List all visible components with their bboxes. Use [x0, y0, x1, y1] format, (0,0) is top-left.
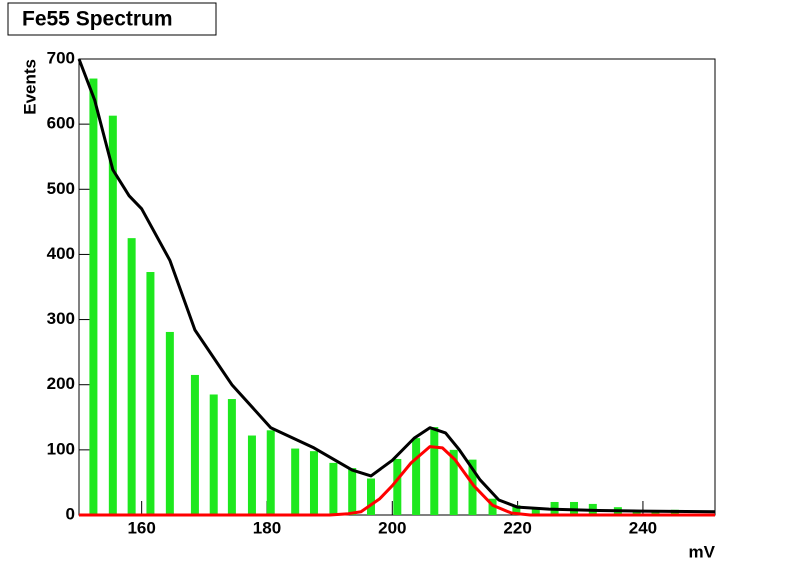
x-axis-label: mV	[689, 542, 716, 561]
bar	[430, 427, 439, 515]
bar	[108, 115, 117, 515]
bar	[127, 238, 136, 515]
fit-curve	[77, 58, 716, 514]
chart-title: Fe55 Spectrum	[22, 8, 173, 31]
x-tick-label: 160	[127, 518, 155, 537]
y-tick-label: 400	[47, 244, 75, 263]
title-box	[7, 2, 217, 36]
bar	[291, 448, 300, 515]
bar	[468, 459, 477, 515]
y-tick-label: 700	[47, 48, 75, 67]
y-tick-label: 0	[66, 504, 75, 523]
x-tick-label: 180	[253, 518, 281, 537]
bar	[632, 510, 641, 515]
bar	[146, 272, 155, 515]
bar	[449, 449, 458, 515]
bar	[412, 438, 421, 515]
bar	[512, 505, 521, 515]
plot-frame	[78, 58, 716, 516]
bar	[329, 462, 338, 515]
y-tick-label: 500	[47, 179, 75, 198]
bar	[190, 374, 199, 515]
bar	[247, 435, 256, 515]
bar	[165, 331, 174, 515]
bar	[366, 478, 375, 515]
x-tick-label: 200	[378, 518, 406, 537]
bar	[266, 430, 275, 515]
x-tick-label: 220	[503, 518, 531, 537]
bar	[89, 78, 98, 516]
bar	[531, 507, 540, 515]
bar	[348, 468, 357, 515]
y-tick-label: 100	[47, 439, 75, 458]
bar	[393, 458, 402, 515]
bar	[227, 399, 236, 515]
x-tick-label: 240	[629, 518, 657, 537]
y-tick-label: 300	[47, 309, 75, 328]
y-tick-label: 200	[47, 374, 75, 393]
y-tick-label: 600	[47, 114, 75, 133]
fit-curve	[79, 445, 715, 517]
bar	[488, 498, 497, 515]
bar	[209, 394, 218, 515]
bar	[309, 451, 318, 515]
y-axis-label: Events	[20, 59, 39, 115]
